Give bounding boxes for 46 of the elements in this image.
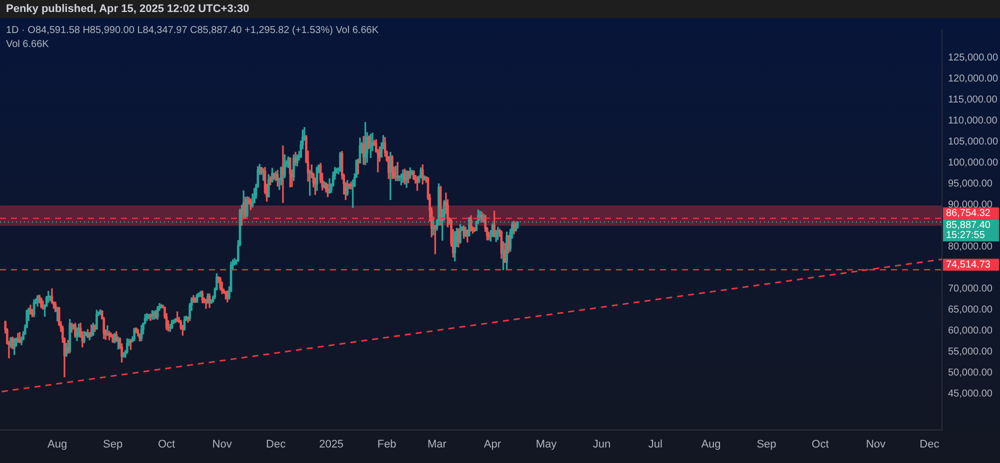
candlestick	[151, 310, 154, 320]
y-tick-label: 95,000.00	[948, 178, 993, 190]
candlestick	[493, 210, 496, 238]
y-tick-label: 50,000.00	[948, 367, 993, 378]
candlestick	[394, 166, 397, 182]
candlestick	[391, 155, 394, 179]
x-tick-label: Feb	[377, 438, 396, 450]
x-tick-label: Apr	[484, 438, 502, 450]
y-tick-label: 45,000.00	[948, 388, 993, 400]
y-tick-label: 110,000.00	[948, 115, 998, 126]
x-tick-label: Aug	[701, 438, 721, 450]
x-tick-label: Oct	[812, 438, 829, 450]
chart-title: Penky published, Apr 15, 2025 12:02 UTC+3:30	[0, 0, 1000, 18]
x-tick-label: May	[536, 438, 558, 450]
y-tick-label: 80,000.00	[948, 241, 993, 252]
annotation: Vol 6.66K	[6, 38, 50, 50]
x-tick-label: Nov	[212, 438, 232, 450]
candlestick	[370, 134, 372, 158]
ref-line-label: 86,754.32	[946, 208, 991, 220]
y-tick-label: 55,000.00	[948, 346, 993, 358]
candlestick	[18, 332, 21, 344]
x-tick-label: Jul	[648, 438, 662, 450]
ref-line-label: 85,887.40 15:27:55	[946, 220, 991, 242]
x-tick-label: Dec	[266, 438, 286, 450]
y-tick-label: 125,000.00	[948, 52, 998, 64]
ref-line-label: 74,514.73	[946, 259, 991, 270]
y-tick-label: 65,000.00	[948, 304, 993, 316]
candlestick	[108, 330, 110, 340]
x-tick-label: Jun	[592, 438, 611, 450]
y-tick-label: 100,000.00	[948, 157, 998, 168]
x-tick-label: 2025	[319, 438, 344, 450]
candlestick	[253, 188, 256, 204]
y-tick-label: 105,000.00	[948, 136, 998, 148]
y-tick-label: 115,000.00	[948, 94, 998, 106]
x-tick-label: Nov	[866, 438, 886, 450]
y-tick-label: 70,000.00	[948, 283, 993, 294]
x-tick-label: Aug	[48, 438, 68, 450]
x-tick-label: Dec	[920, 438, 940, 450]
x-tick-label: Mar	[427, 438, 447, 450]
x-tick-label: Sep	[756, 438, 776, 450]
x-tick-label: Oct	[158, 438, 176, 450]
y-tick-label: 120,000.00	[948, 73, 998, 84]
x-tick-label: Sep	[103, 438, 123, 450]
chart-subtitle: 1D · O84,591.58 H85,990.00 L84,347.97 C85,887.40 +1,295.82 (+1.53%) Vol 6.66K	[6, 24, 379, 36]
y-tick-label: 90,000.00	[948, 199, 993, 210]
y-tick-label: 60,000.00	[948, 325, 993, 336]
